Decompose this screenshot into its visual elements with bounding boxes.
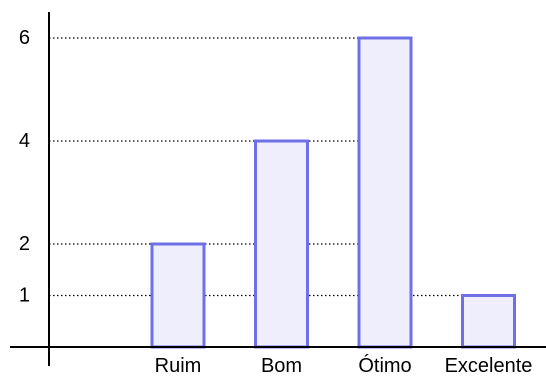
category-label-ótimo: Ótimo — [358, 354, 411, 377]
y-tick-label-4: 4 — [19, 130, 30, 152]
category-label-ruim: Ruim — [155, 355, 202, 377]
y-tick-label-2: 2 — [19, 233, 30, 255]
category-label-excelente: Excelente — [445, 355, 533, 377]
category-labels: Ruim Bom Ótimo Excelente — [155, 354, 533, 377]
bars — [150, 36, 516, 349]
bar-bom — [254, 139, 309, 349]
category-label-bom: Bom — [261, 355, 302, 377]
y-tick-labels: 1 2 4 6 — [19, 27, 30, 307]
bar-ruim — [150, 242, 206, 349]
bar-ótimo — [357, 36, 413, 349]
y-tick-label-6: 6 — [19, 27, 30, 49]
bar-excelente — [461, 294, 516, 349]
y-tick-label-1: 1 — [19, 285, 30, 307]
